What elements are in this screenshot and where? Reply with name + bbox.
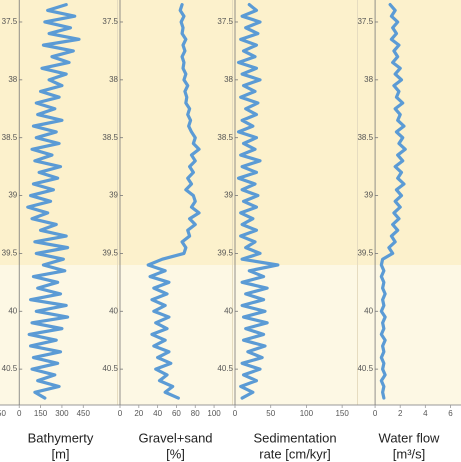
y-tick-label: 39.5 (357, 249, 373, 258)
axis-title: rate [cm/kyr] (259, 446, 331, 461)
background-lower (0, 265, 461, 405)
x-tick-label: 6 (448, 409, 453, 418)
x-tick-label: 300 (55, 409, 69, 418)
profile-line (236, 3, 280, 400)
y-tick-label: 37.5 (357, 17, 373, 26)
y-tick-label: 38.5 (2, 133, 18, 142)
y-tick-label: 39 (8, 191, 17, 200)
background-upper (0, 0, 461, 265)
x-tick-label: 0 (17, 409, 22, 418)
y-tick-label: 37.5 (102, 17, 118, 26)
axis-title: [%] (166, 446, 185, 461)
x-tick-label: 450 (77, 409, 91, 418)
axis-title: [m] (51, 446, 69, 461)
x-tick-label: 50 (266, 409, 275, 418)
y-tick-label: 39 (224, 191, 233, 200)
x-tick-label: 20 (134, 409, 143, 418)
y-tick-label: 38.5 (102, 133, 118, 142)
axis-title: Bathymerty (28, 430, 94, 445)
x-tick-label: 80 (191, 409, 200, 418)
y-tick-label: 38 (364, 75, 373, 84)
y-tick-label: 40.5 (102, 364, 118, 373)
x-tick-label: -150 (0, 409, 6, 418)
y-tick-label: 40 (8, 306, 17, 315)
x-tick-label: 100 (207, 409, 221, 418)
axis-title: [m³/s] (393, 446, 426, 461)
x-tick-label: 40 (153, 409, 162, 418)
x-tick-label: 0 (118, 409, 123, 418)
x-tick-label: 60 (172, 409, 181, 418)
y-tick-label: 40 (364, 306, 373, 315)
axis-title: Sedimentation (253, 430, 336, 445)
x-tick-label: 100 (300, 409, 314, 418)
x-tick-label: 0 (373, 409, 378, 418)
y-tick-label: 40.5 (357, 364, 373, 373)
y-tick-label: 40.5 (217, 364, 233, 373)
y-tick-label: 38 (224, 75, 233, 84)
y-tick-label: 39 (364, 191, 373, 200)
x-tick-label: 150 (34, 409, 48, 418)
axis-title: Gravel+sand (138, 430, 212, 445)
y-tick-label: 39.5 (217, 249, 233, 258)
y-tick-label: 39.5 (2, 249, 18, 258)
profile-line (146, 3, 201, 400)
y-tick-label: 38.5 (217, 133, 233, 142)
x-tick-label: 150 (335, 409, 349, 418)
y-tick-label: 40 (224, 306, 233, 315)
y-tick-label: 40 (109, 306, 118, 315)
y-tick-label: 38 (109, 75, 118, 84)
y-tick-label: 37.5 (217, 17, 233, 26)
x-tick-label: 2 (398, 409, 403, 418)
profile-line (379, 3, 407, 400)
profile-line (26, 3, 81, 400)
x-tick-label: 4 (423, 409, 428, 418)
y-tick-label: 38.5 (357, 133, 373, 142)
y-tick-label: 37.5 (2, 17, 18, 26)
y-tick-label: 38 (8, 75, 17, 84)
y-tick-label: 40.5 (2, 364, 18, 373)
y-tick-label: 39 (109, 191, 118, 200)
y-tick-label: 39.5 (102, 249, 118, 258)
axis-title: Water flow (379, 430, 441, 445)
x-tick-label: 0 (233, 409, 238, 418)
